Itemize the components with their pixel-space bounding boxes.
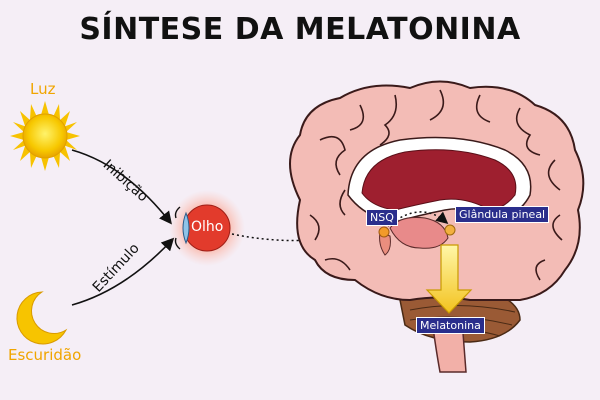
darkness-label: Escuridão [8,346,82,364]
inhibition-arrow [71,149,172,225]
diagram-title: SÍNTESE DA MELATONINA [79,12,521,47]
moon-icon [16,291,68,345]
melatonin-arrow [425,244,473,314]
brain-illustration [289,80,585,373]
stimulus-arrow [71,237,175,306]
nsq-label: NSQ [366,209,398,226]
pineal-gland-label: Glândula pineal [455,206,550,223]
sun-icon [10,101,80,171]
melatonin-label: Melatonina [416,317,485,334]
eye-label: Olho [191,219,224,235]
sun-label: Luz [30,80,56,98]
eye-icon [169,190,245,266]
